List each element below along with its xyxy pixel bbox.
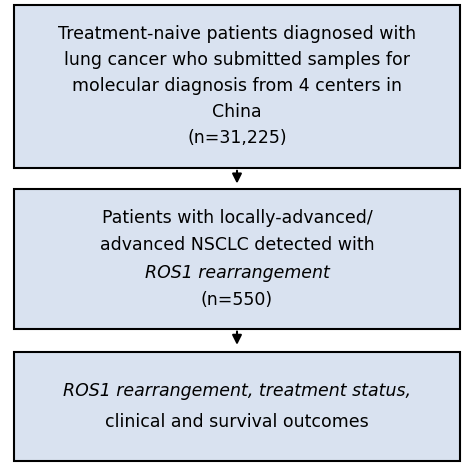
FancyBboxPatch shape xyxy=(14,189,460,329)
Text: Patients with locally-advanced/: Patients with locally-advanced/ xyxy=(101,209,373,227)
FancyBboxPatch shape xyxy=(14,352,460,461)
Text: lung cancer who submitted samples for: lung cancer who submitted samples for xyxy=(64,51,410,70)
FancyBboxPatch shape xyxy=(14,5,460,168)
Text: advanced NSCLC detected with: advanced NSCLC detected with xyxy=(100,236,374,254)
Text: Treatment-naive patients diagnosed with: Treatment-naive patients diagnosed with xyxy=(58,25,416,44)
Text: (n=550): (n=550) xyxy=(201,291,273,309)
Text: China: China xyxy=(212,103,262,122)
Text: ROS1 rearrangement: ROS1 rearrangement xyxy=(145,263,329,282)
Text: clinical and survival outcomes: clinical and survival outcomes xyxy=(105,413,369,431)
Text: molecular diagnosis from 4 centers in: molecular diagnosis from 4 centers in xyxy=(72,77,402,96)
Text: (n=31,225): (n=31,225) xyxy=(187,129,287,148)
Text: ROS1 rearrangement, treatment status,: ROS1 rearrangement, treatment status, xyxy=(63,382,411,401)
